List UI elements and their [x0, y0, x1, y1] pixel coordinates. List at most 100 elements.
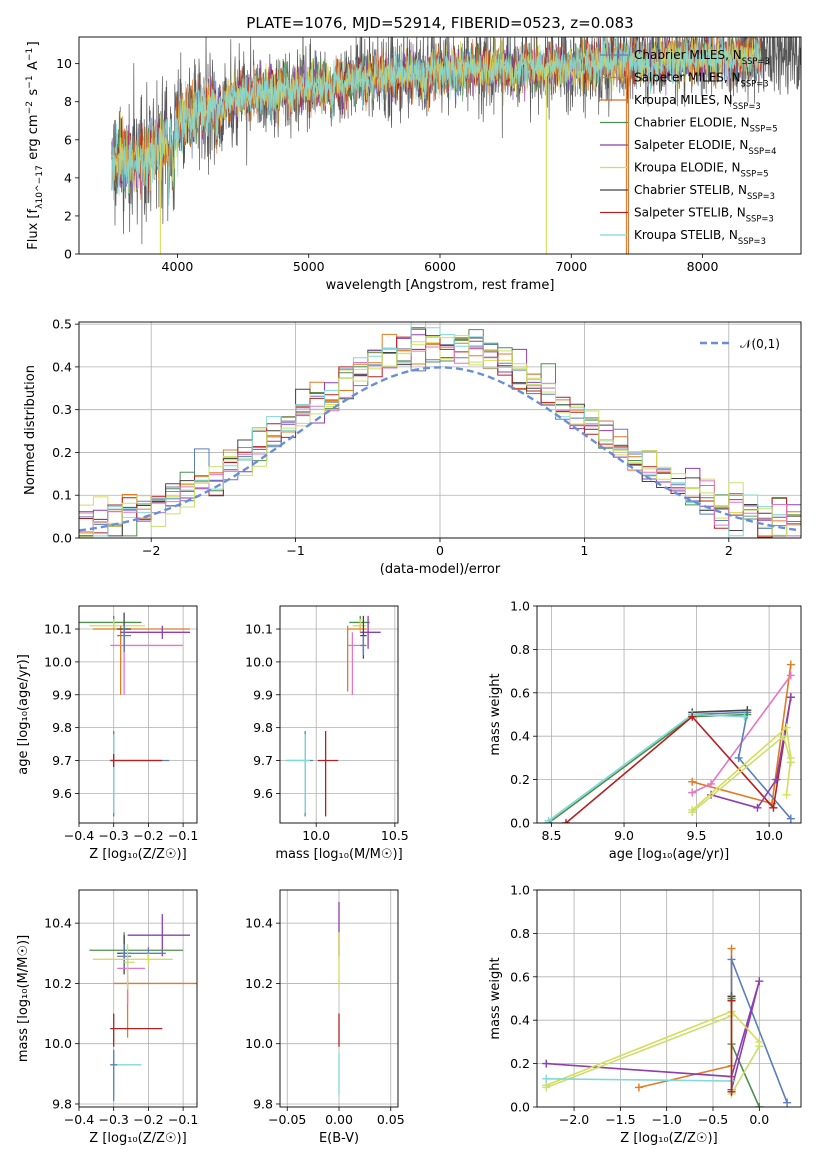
x-tick-label: −0.3	[99, 828, 129, 843]
y-tick-label: 9.6	[52, 786, 72, 801]
y-tick-label: 0.8	[510, 642, 530, 657]
weight-point	[786, 814, 795, 823]
weight-point	[755, 1103, 764, 1107]
weight-series-line	[692, 711, 792, 820]
x-tick-label: −0.5	[698, 1112, 728, 1127]
y-axis-label: mass [log₁₀(M/M☉)]	[16, 935, 31, 1062]
x-tick-label: −0.1	[168, 828, 198, 843]
x-tick-label: −1	[286, 543, 304, 558]
axes-mass-vs-ebv: −0.05 0.00 0.05 9.8 10.0 10.2 10.4 E(B-V)	[245, 889, 405, 1146]
weight-point	[740, 712, 749, 721]
x-axis-label: E(B-V)	[319, 1131, 359, 1146]
x-tick-label: 6000	[424, 259, 456, 274]
weight-point	[753, 803, 762, 812]
y-tick-label: 10.0	[44, 654, 72, 669]
plot-area	[79, 606, 197, 823]
y-tick-label: 10.0	[245, 654, 273, 669]
x-tick-label: 10.5	[381, 828, 409, 843]
histogram-series	[79, 322, 801, 537]
weight-point	[727, 944, 736, 953]
y-tick-label: 10.0	[245, 1036, 273, 1051]
plot-area	[79, 890, 197, 1107]
legend-entry: Salpeter STELIB, NSSP=3	[634, 206, 775, 224]
y-tick-label: 9.8	[52, 1096, 72, 1111]
y-tick-label: 9.8	[253, 1096, 273, 1111]
y-tick-label: 10.2	[44, 976, 72, 991]
x-tick-label: 2	[725, 543, 733, 558]
axes-frame	[536, 605, 802, 824]
normal-reference-curve	[79, 366, 799, 532]
y-tick-label: 10.2	[245, 976, 273, 991]
weight-point	[772, 775, 781, 784]
weight-point	[779, 732, 788, 741]
y-tick-label: 0.6	[510, 969, 530, 984]
x-tick-label: −1.5	[605, 1112, 635, 1127]
weight-point	[786, 693, 795, 702]
weight-point	[727, 996, 736, 1005]
weight-series-line	[565, 696, 792, 823]
plot-area	[280, 606, 398, 823]
y-tick-label: 1.0	[510, 599, 530, 614]
y-tick-label: 0.4	[510, 1013, 530, 1028]
y-tick-label: 10.1	[44, 622, 72, 637]
axes-frame	[536, 889, 802, 1108]
axes-spectrum: 4000 5000 6000 7000 8000 0 2 4 6 8 10 wavelength [A…	[25, 14, 802, 293]
legend-entry: Salpeter MILES, NSSP=3	[634, 71, 770, 89]
weight-point	[688, 712, 697, 721]
weight-point	[542, 1083, 551, 1092]
weight-series-line	[691, 725, 792, 811]
axes-age-vs-mass: 10.0 10.5 9.6 9.7 9.8 9.9 10.0 10.1 mass [log₁₀(…	[245, 605, 409, 862]
y-tick-label: 0.5	[52, 317, 72, 332]
y-tick-label: 0	[64, 247, 72, 262]
histogram-series	[79, 346, 801, 537]
axes-frame	[78, 605, 198, 824]
y-tick-label: 0.2	[510, 1056, 530, 1071]
x-tick-label: 7000	[555, 259, 587, 274]
x-axis-label: Z [log₁₀(Z/Z☉)]	[89, 847, 186, 862]
axes-frame	[279, 889, 399, 1108]
plot-content	[111, 37, 801, 254]
weight-point	[542, 1059, 551, 1068]
y-tick-label: 10.0	[44, 1036, 72, 1051]
weight-point	[688, 788, 697, 797]
spectrum-series	[111, 37, 762, 206]
axes-age-vs-Z: −0.4 −0.3 −0.2 −0.1 9.6 9.7 9.8 9.9 10.0 10.1 Z [l…	[16, 605, 198, 862]
weight-point	[727, 955, 736, 964]
weight-point	[782, 790, 791, 799]
legend-entry: Kroupa MILES, NSSP=3	[634, 93, 762, 111]
y-tick-label: 9.7	[253, 753, 273, 768]
weight-point	[734, 753, 743, 762]
axes-mass-vs-Z: −0.4 −0.3 −0.2 −0.1 9.8 10.0 10.2 10.4 Z [log₁₀(…	[16, 889, 198, 1146]
weight-point	[727, 1087, 736, 1096]
legend: Chabrier MILES, NSSP=3 Salpeter MILES, N…	[600, 48, 779, 246]
x-tick-label: 0.05	[377, 1112, 405, 1127]
plot-content	[89, 914, 197, 1101]
x-tick-label: 8000	[687, 259, 719, 274]
axes-residuals: −2 −1 0 1 2 0.0 0.1 0.2 0.3 0.4 0.5 (data-model)/er…	[23, 317, 802, 577]
y-tick-label: 9.7	[52, 753, 72, 768]
y-tick-label: 10.1	[245, 622, 273, 637]
axes-frame	[78, 889, 198, 1108]
x-tick-label: 10.0	[302, 828, 330, 843]
y-axis-label: age [log₁₀(age/yr)]	[16, 654, 31, 775]
y-tick-label: 9.8	[52, 720, 72, 735]
histogram-series	[79, 338, 801, 528]
y-tick-label: 10	[56, 56, 72, 71]
legend-entry: Chabrier ELODIE, NSSP=5	[634, 116, 779, 134]
weight-point	[634, 1083, 643, 1092]
weight-point	[786, 660, 795, 669]
x-axis-label: wavelength [Angstrom, rest frame]	[326, 278, 555, 293]
weight-point	[542, 1074, 551, 1083]
plot-area	[537, 890, 801, 1107]
histogram-series	[79, 335, 801, 538]
weight-series-line	[546, 980, 761, 1090]
x-tick-label: −2	[142, 543, 160, 558]
plot-content	[79, 322, 801, 538]
weight-point	[544, 816, 553, 823]
y-tick-label: 0.3	[52, 402, 72, 417]
weight-point	[562, 819, 571, 823]
x-axis-label: mass [log₁₀(M/M☉)]	[275, 847, 402, 862]
plot-content	[338, 902, 340, 1095]
weight-point	[688, 777, 697, 786]
